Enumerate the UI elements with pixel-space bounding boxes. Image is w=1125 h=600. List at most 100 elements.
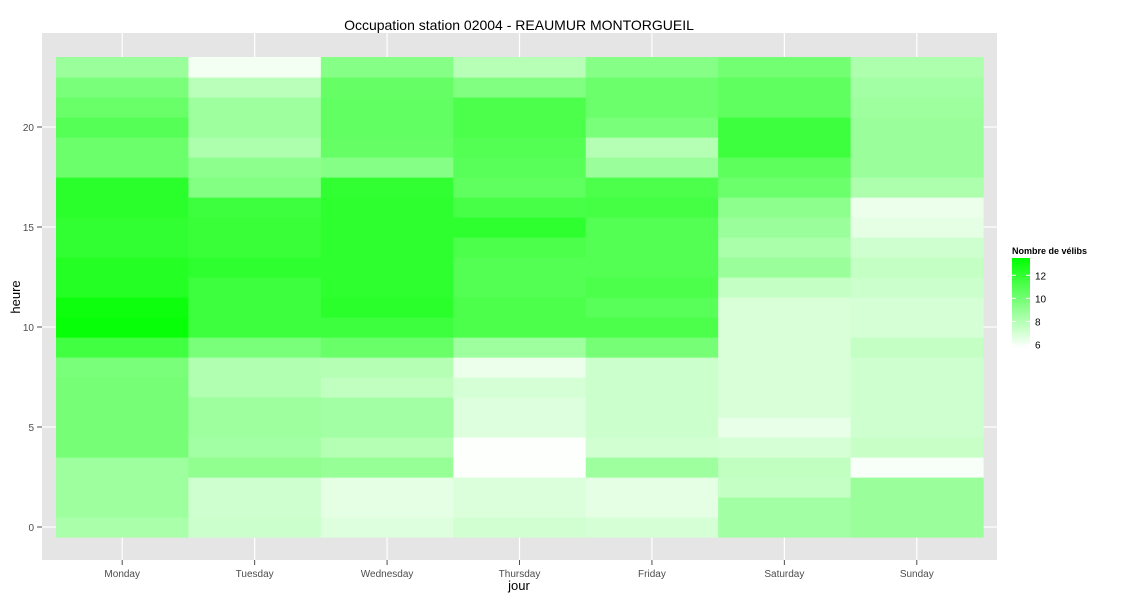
heatmap-cell	[585, 197, 719, 218]
heatmap-cell	[850, 217, 984, 238]
y-tick-label: 5	[28, 423, 34, 434]
heatmap-cell	[56, 317, 190, 338]
heatmap-cell	[585, 277, 719, 298]
heatmap-cell	[718, 117, 852, 138]
heatmap-cell	[56, 177, 190, 198]
heatmap-cell	[585, 97, 719, 118]
x-tick-label: Saturday	[764, 569, 804, 580]
heatmap-cell	[56, 77, 190, 98]
heatmap-cell	[718, 517, 852, 538]
heatmap-cell	[718, 297, 852, 318]
heatmap-cell	[188, 197, 322, 218]
y-tick-label: 20	[23, 123, 35, 134]
heatmap-cell	[56, 277, 190, 298]
heatmap-cell	[188, 457, 322, 478]
heatmap-cell	[56, 57, 190, 78]
heatmap-cell	[56, 297, 190, 318]
heatmap-cell	[188, 477, 322, 498]
y-tick-label: 10	[23, 323, 35, 334]
heatmap-cell	[320, 297, 454, 318]
heatmap-cell	[718, 257, 852, 278]
heatmap-cell	[850, 497, 984, 518]
heatmap-cell	[188, 437, 322, 458]
heatmap-cell	[585, 57, 719, 78]
heatmap-cell	[320, 497, 454, 518]
heatmap-cell	[188, 217, 322, 238]
heatmap-cell	[850, 457, 984, 478]
y-axis-ticks: 0 5 10 15 20	[23, 123, 42, 534]
heatmap-cell	[718, 137, 852, 158]
heatmap-cell	[585, 257, 719, 278]
heatmap-cell	[56, 137, 190, 158]
heatmap-cell	[585, 297, 719, 318]
heatmap-cell	[320, 137, 454, 158]
heatmap-cell	[453, 297, 587, 318]
heatmap-cell	[453, 277, 587, 298]
heatmap-cell	[188, 177, 322, 198]
heatmap-cell	[453, 477, 587, 498]
x-tick-label: Sunday	[900, 569, 934, 580]
heatmap-cell	[850, 277, 984, 298]
heatmap-cell	[188, 337, 322, 358]
legend-tick-label: 6	[1035, 341, 1041, 352]
heatmap-cell	[453, 257, 587, 278]
heatmap-cell	[585, 517, 719, 538]
heatmap-cell	[453, 77, 587, 98]
heatmap-cell	[188, 377, 322, 398]
heatmap-cell	[585, 217, 719, 238]
heatmap-cell	[850, 77, 984, 98]
heatmap-cell	[718, 237, 852, 258]
x-tick-label: Tuesday	[236, 569, 274, 580]
legend-title: Nombre de vélibs	[1012, 246, 1087, 256]
heatmap-cell	[585, 237, 719, 258]
y-axis-label: heure	[8, 280, 23, 313]
heatmap-cell	[320, 397, 454, 418]
heatmap-cell	[453, 317, 587, 338]
heatmap-cell	[453, 157, 587, 178]
heatmap-cell	[56, 477, 190, 498]
heatmap-cell	[718, 317, 852, 338]
heatmap-cell	[585, 437, 719, 458]
heatmap-cell	[56, 497, 190, 518]
heatmap-cell	[585, 137, 719, 158]
heatmap-cell	[56, 457, 190, 478]
heatmap-cell	[188, 77, 322, 98]
heatmap-cell	[453, 397, 587, 418]
heatmap-cell	[320, 117, 454, 138]
heatmap-cell	[850, 97, 984, 118]
heatmap-cell	[718, 197, 852, 218]
heatmap-cell	[320, 77, 454, 98]
heatmap-cell	[56, 397, 190, 418]
heatmap-cell	[320, 197, 454, 218]
heatmap-cell	[453, 417, 587, 438]
legend-ticks: 6 8 10 12	[1012, 271, 1047, 352]
heatmap-cell	[718, 177, 852, 198]
heatmap-cell	[585, 477, 719, 498]
heatmap-cell	[850, 317, 984, 338]
heatmap-cell	[850, 417, 984, 438]
x-tick-label: Monday	[104, 569, 140, 580]
heatmap-cell	[718, 417, 852, 438]
heatmap-cell	[56, 517, 190, 538]
heatmap-cell	[453, 457, 587, 478]
heatmap-cell	[320, 357, 454, 378]
heatmap-cell	[718, 337, 852, 358]
heatmap-cell	[188, 317, 322, 338]
heatmap-cell	[188, 157, 322, 178]
heatmap-cell	[453, 57, 587, 78]
heatmap-cell	[453, 337, 587, 358]
heatmap-cell	[320, 337, 454, 358]
heatmap-cell	[320, 437, 454, 458]
heatmap-cell	[850, 237, 984, 258]
heatmap-cell	[188, 297, 322, 318]
heatmap-cell	[56, 217, 190, 238]
heatmap-cell	[453, 497, 587, 518]
heatmap-cell	[585, 457, 719, 478]
heatmap-cell	[188, 137, 322, 158]
heatmap-cell	[585, 177, 719, 198]
heatmap-cell	[718, 377, 852, 398]
heatmap-cell	[850, 137, 984, 158]
heatmap-cell	[585, 357, 719, 378]
heatmap-cell	[320, 257, 454, 278]
